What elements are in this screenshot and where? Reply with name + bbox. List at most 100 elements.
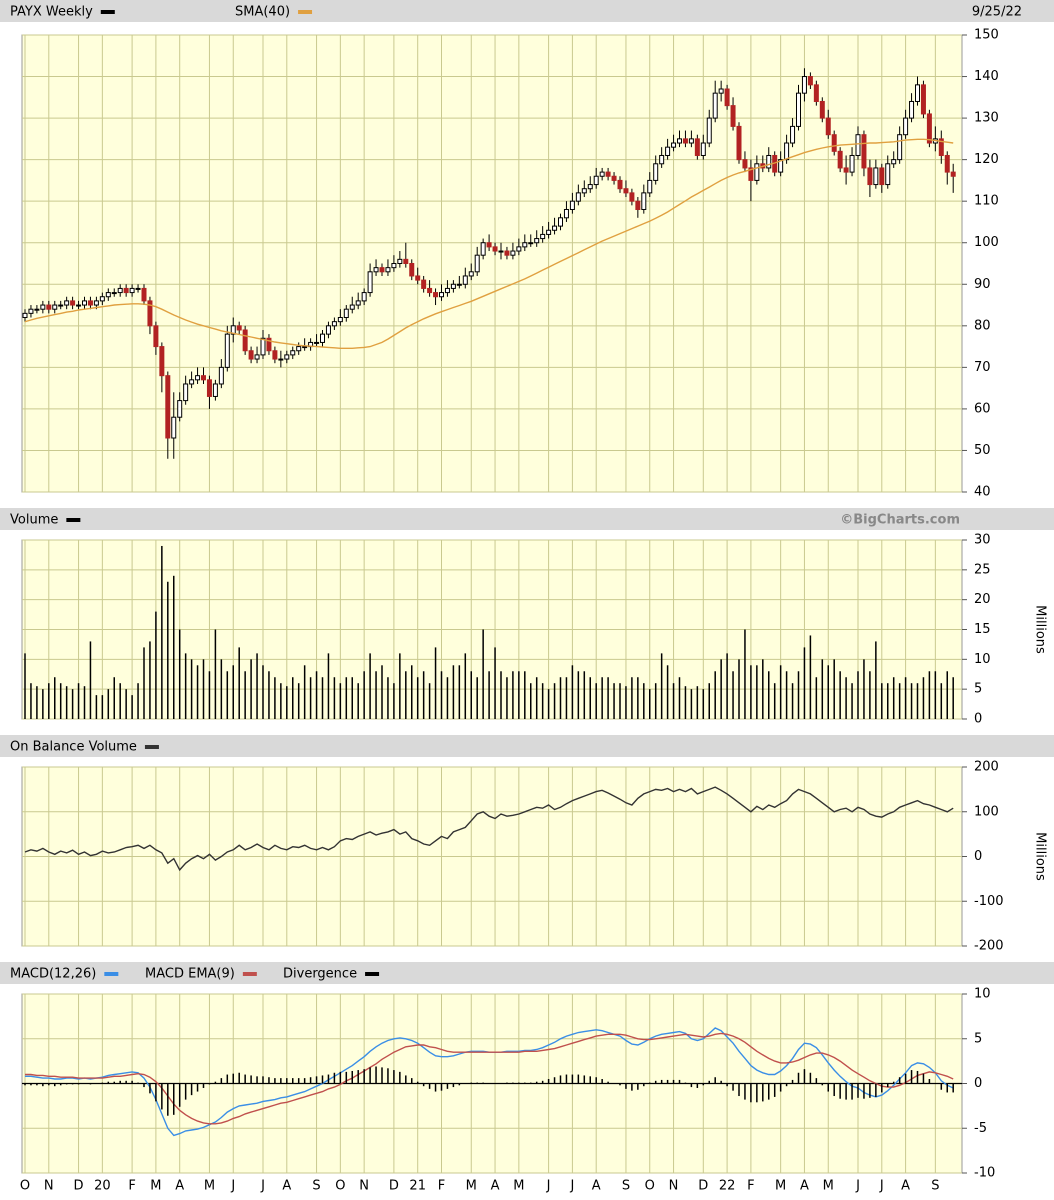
bar [904,1073,907,1084]
bar [702,1083,705,1086]
bar [500,671,502,719]
panel-header [0,508,1054,530]
bar [476,677,478,719]
bar [482,1082,484,1084]
bar [226,671,229,719]
bar [321,677,324,719]
bar [750,1083,752,1103]
y-tick-label: 140 [974,69,999,84]
candle-body [171,416,177,439]
candle-body [790,125,796,144]
panel-header [0,735,1054,757]
bar [898,683,901,719]
candle-body [391,263,397,269]
candle-body [950,171,956,177]
bar [71,1083,74,1085]
bar [732,1083,734,1091]
x-tick-label: A [901,1179,910,1194]
bar [744,1083,746,1100]
bar [83,686,86,719]
bar [666,1079,669,1084]
bar [649,689,651,719]
bar [161,1083,163,1110]
candle-body [486,242,492,248]
bar [214,1081,217,1084]
date-label: 9/25/22 [972,5,1022,20]
bar [922,1073,925,1084]
candle-body [796,92,801,127]
legend-label: SMA(40) [235,5,290,20]
bar [184,653,187,719]
bar [351,1070,353,1084]
bar [827,665,829,719]
bar [83,1083,86,1084]
candle-body [474,254,480,273]
bar [238,1072,240,1084]
bar [809,1072,812,1084]
bar [601,1079,603,1084]
y-tick-label: 15 [974,622,991,637]
bar [119,683,121,719]
bar [613,683,615,719]
bar [625,1083,627,1089]
candle-body [129,287,135,294]
y-tick-label: 40 [974,485,991,500]
bar [631,1083,633,1091]
candle-body [599,171,605,177]
bar [345,1071,348,1084]
candle-body [218,366,224,385]
bar [107,1081,110,1084]
bar [369,1067,371,1084]
candle-body [409,263,415,277]
bar [416,677,419,719]
candle-body [248,350,254,360]
candle-body [742,159,748,169]
bar [571,665,574,719]
bar [762,1083,764,1102]
candle-body [855,134,861,156]
bar [643,683,645,719]
candle-body [784,142,790,161]
bar [785,1083,788,1087]
candle-body [920,84,926,115]
bar [678,677,681,719]
legend-label: On Balance Volume [10,740,137,755]
bar [660,653,663,719]
bar [178,629,181,719]
y-tick-label: 100 [974,804,999,819]
bar [773,1083,776,1097]
candle-body [242,329,248,352]
bar [857,671,859,719]
bar [309,1077,312,1084]
bar [530,1082,532,1084]
candle-body [879,167,885,186]
candle-body [617,179,623,190]
candle-body [665,146,671,156]
candle-body [688,138,694,144]
x-tick-label: A [175,1179,184,1194]
bar [524,671,526,719]
bar [286,1078,288,1084]
x-tick-label: D [389,1179,399,1194]
x-tick-label: J [546,1179,551,1194]
candle-body [212,383,218,397]
bar [155,1083,157,1102]
bar [357,683,359,719]
candle-body [40,304,46,310]
bar [726,1083,728,1087]
bar [494,647,496,719]
bar [434,1083,437,1092]
bar [690,689,693,719]
bar [327,653,330,719]
x-tick-label: F [128,1179,135,1194]
y-axis-label: Millions [1033,605,1048,654]
bar [595,683,597,719]
candle-body [694,138,700,156]
candle-body [82,300,87,306]
bar [428,1083,431,1089]
candle-body [135,287,141,290]
bar [952,1083,954,1093]
candle-body [516,246,522,252]
panel-header [0,0,1054,22]
bar [476,1082,478,1084]
